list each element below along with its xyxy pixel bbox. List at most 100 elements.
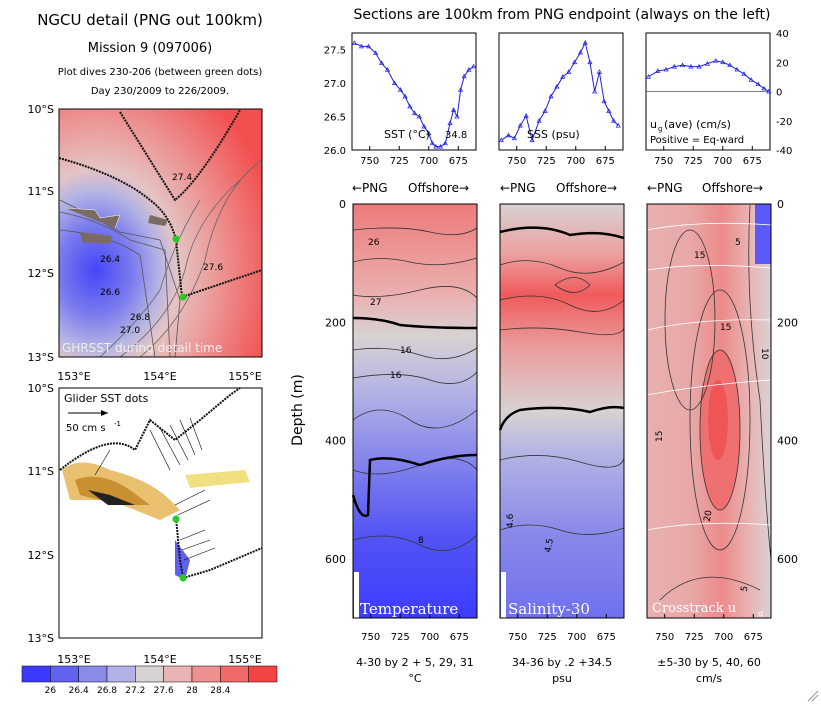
- x-tick-label: 725: [391, 632, 410, 643]
- panel-extra: 34.8: [445, 130, 467, 141]
- dives-label: Plot dives 230-206 (between green dots): [58, 67, 263, 78]
- x-tick-label: 675: [597, 632, 616, 643]
- data-point: [416, 113, 422, 119]
- section-footer: ±5-30 by 5, 40, 60: [657, 656, 761, 669]
- colorbar-swatch: [220, 665, 249, 683]
- data-point: [384, 67, 391, 72]
- depth-tick-left: 600: [325, 553, 346, 566]
- contour-label: 27: [370, 298, 381, 308]
- resize-grip-icon[interactable]: [807, 690, 819, 702]
- data-point: [577, 49, 584, 55]
- lon-tick: 155°E: [228, 653, 261, 666]
- data-point: [755, 81, 761, 87]
- x-tick-label: 700: [714, 632, 733, 643]
- contour-label: 26.8: [130, 313, 150, 323]
- colorbar-swatch: [50, 665, 79, 683]
- section-footer-unit: cm/s: [696, 672, 722, 685]
- x-tick-label: 750: [361, 632, 380, 643]
- days-label: Day 230/2009 to 226/2009.: [91, 86, 229, 97]
- x-tick-label: 700: [566, 156, 585, 167]
- colorbar-swatch: [248, 665, 278, 683]
- colorbar-swatch: [135, 665, 164, 683]
- data-point: [761, 85, 767, 91]
- data-point: [402, 93, 408, 99]
- x-tick-label: 700: [713, 156, 732, 167]
- x-tick-label: 725: [390, 156, 409, 167]
- contour-label: 27.6: [203, 263, 223, 273]
- data-point: [397, 87, 404, 92]
- depth-tick-right: 0: [777, 198, 784, 211]
- x-tick-label: 725: [537, 156, 556, 167]
- contour-label: 4.5: [544, 538, 556, 554]
- contour-label: 27.0: [120, 326, 140, 336]
- data-point: [727, 62, 733, 68]
- data-point: [365, 43, 372, 49]
- data-point: [615, 122, 621, 128]
- y-tick-label: 26.5: [324, 113, 346, 124]
- data-point: [505, 132, 512, 138]
- section-headers: ←PNG Offshore→ ←PNG Offshore→ ←PNG Offsh…: [352, 181, 763, 195]
- colorbar-tick: 28: [186, 686, 198, 696]
- contour-label: 15: [694, 251, 705, 261]
- x-tick-label: 725: [538, 632, 557, 643]
- blue-dots: [175, 540, 190, 580]
- panel-note: Positive = Eq-ward: [650, 135, 744, 146]
- section-crosstrack: 15 5 15 10 15 20 5 Crosstrack u g: [646, 203, 772, 619]
- y-tick-label: 26.0: [324, 146, 346, 157]
- lat-tick: 11°S: [28, 185, 54, 198]
- panel-label: u: [650, 118, 657, 131]
- contour-label: 26.4: [100, 255, 120, 265]
- data-point: [587, 59, 593, 65]
- data-point: [704, 61, 711, 66]
- mission-label: Mission 9 (097006): [88, 41, 212, 56]
- lat-tick: 11°S: [28, 465, 54, 478]
- end-dot: [179, 574, 187, 582]
- colorbar-tick: 26.8: [97, 686, 117, 696]
- data-point: [351, 40, 357, 45]
- land-mask: [80, 232, 112, 244]
- map-bottom: Glider SST dots 50 cm s -1 10°S 11°S 12°…: [28, 382, 263, 666]
- scale-exponent: -1: [114, 420, 121, 428]
- land-mask: [148, 215, 168, 226]
- data-point: [734, 66, 740, 72]
- colorbar-tick: 27.6: [154, 686, 174, 696]
- y-tick-label: 27.0: [324, 79, 346, 90]
- contour-label: 5: [740, 585, 751, 592]
- section-footer-unit: °C: [408, 672, 422, 685]
- depth-tick-right: 400: [777, 435, 798, 448]
- data-point: [748, 77, 754, 82]
- section-label: Crosstrack u: [652, 601, 736, 616]
- colorbar-tick: 26.4: [69, 686, 89, 696]
- data-point: [766, 88, 772, 94]
- section-label: Salinity-30: [508, 600, 590, 618]
- data-point: [560, 74, 566, 79]
- offshore-label: Offshore→: [556, 181, 617, 195]
- y-tick-label: 40: [776, 29, 789, 40]
- data-point: [601, 98, 607, 104]
- data-point: [663, 66, 669, 72]
- data-point: [373, 50, 379, 55]
- depth-ticks: 0 0 200 200 400 400 600 600: [325, 198, 798, 566]
- data-point: [429, 140, 435, 146]
- data-point: [498, 137, 504, 143]
- y-tick-label: 0: [776, 88, 782, 99]
- contour-label: 15: [655, 431, 665, 442]
- x-tick-label: 750: [507, 156, 526, 167]
- scale-label: 50 cm s: [66, 423, 106, 434]
- contour-label: 16: [400, 346, 412, 356]
- data-point: [592, 88, 598, 94]
- x-tick-label: 675: [450, 632, 469, 643]
- section-temperature: 26 27 16 16 8 Temperature: [351, 203, 478, 619]
- data-point: [447, 120, 453, 126]
- lat-tick: 13°S: [28, 351, 54, 364]
- depth-tick-left: 0: [339, 198, 346, 211]
- map-top: 26.4 26.6 26.8 27.0 27.4 27.6 GHRSST dur…: [28, 103, 263, 383]
- right-title: Sections are 100km from PNG endpoint (al…: [354, 7, 771, 23]
- contour-label: 5: [735, 238, 741, 248]
- data-point: [458, 87, 464, 92]
- x-tick-label: 675: [449, 156, 468, 167]
- end-dot: [179, 293, 187, 301]
- lon-tick: 153°E: [57, 370, 90, 383]
- section-label-sub: g: [758, 609, 763, 618]
- x-tick-label: 750: [654, 156, 673, 167]
